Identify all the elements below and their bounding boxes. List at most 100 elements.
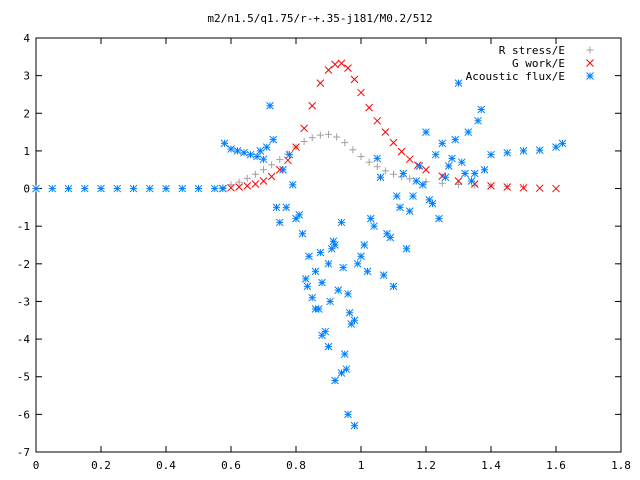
data-point: [444, 162, 453, 170]
data-point: [376, 173, 385, 182]
y-tick-label: 2: [23, 107, 30, 120]
data-point: [97, 184, 105, 193]
plot-area-frame: [35, 37, 622, 453]
data-point: [467, 177, 476, 185]
data-point: [406, 175, 414, 183]
data-point: [464, 128, 473, 136]
data-point: [337, 218, 346, 227]
data-point: [275, 218, 284, 227]
x-tick-label: 1.4: [481, 459, 501, 472]
data-point: [301, 275, 310, 283]
data-point: [349, 146, 357, 154]
data-point: [194, 184, 203, 193]
data-point: [269, 135, 278, 144]
data-point: [535, 146, 544, 155]
y-tick-label: -3: [17, 295, 30, 308]
data-point: [342, 365, 351, 374]
data-point: [390, 170, 397, 178]
data-point: [357, 88, 365, 97]
data-point: [279, 165, 287, 174]
data-point: [353, 259, 362, 268]
data-point: [233, 147, 242, 155]
data-point: [415, 162, 424, 170]
data-point: [178, 184, 187, 193]
data-point: [422, 165, 430, 174]
data-point: [373, 116, 382, 125]
data-point: [396, 203, 404, 212]
data-point: [259, 155, 268, 164]
data-point: [32, 184, 40, 193]
y-tick-label: -6: [17, 408, 30, 421]
data-point: [48, 184, 57, 193]
data-point: [503, 148, 512, 157]
data-point: [347, 320, 356, 328]
data-point: [389, 282, 398, 291]
data-point: [113, 184, 122, 193]
y-tick-label: 4: [23, 32, 30, 45]
data-point: [227, 183, 235, 192]
data-point: [457, 158, 466, 167]
data-point: [448, 154, 456, 163]
data-point: [418, 180, 427, 189]
data-point: [480, 165, 489, 174]
x-tick-label: 0.6: [221, 459, 241, 472]
data-point: [363, 267, 372, 276]
y-tick-label: -4: [17, 333, 31, 346]
data-point: [344, 410, 352, 419]
y-tick-label: 3: [23, 70, 30, 83]
data-point: [438, 139, 447, 148]
data-point: [292, 143, 300, 151]
data-point: [365, 158, 373, 166]
data-point: [288, 180, 297, 189]
x-tick-label: 0.2: [91, 459, 111, 472]
series-g-work-e: [219, 59, 560, 193]
data-point: [454, 79, 463, 88]
data-point: [558, 139, 567, 148]
data-point: [337, 369, 346, 377]
series-layer: [32, 59, 567, 430]
data-point: [303, 282, 312, 291]
data-point: [360, 241, 369, 249]
data-point: [243, 182, 252, 190]
series-acoustic-flux-e: [32, 79, 567, 430]
x-tick-label: 1.8: [611, 459, 631, 472]
data-point: [422, 128, 430, 136]
data-point: [389, 138, 398, 147]
data-point: [251, 180, 260, 188]
data-point: [405, 207, 414, 215]
data-point: [325, 130, 332, 138]
data-point: [300, 124, 308, 133]
legend-marker: [586, 59, 594, 67]
data-point: [366, 214, 375, 223]
x-tick-label: 1.2: [416, 459, 436, 472]
data-point: [373, 163, 381, 171]
data-point: [324, 342, 333, 351]
data-point: [316, 131, 324, 139]
data-point: [552, 184, 560, 193]
data-point: [350, 316, 359, 325]
data-point: [260, 166, 267, 174]
data-point: [535, 184, 544, 193]
data-point: [308, 101, 317, 110]
data-point: [262, 143, 271, 151]
data-point: [267, 172, 276, 181]
x-axis: 0 0.2 0.4 0.6 0.8 1 1.2 1.4 1.6 1.8: [33, 38, 631, 472]
x-tick-label: 1.6: [546, 459, 566, 472]
x-tick-label: 0: [33, 459, 40, 472]
y-tick-label: -1: [17, 220, 30, 233]
data-point: [455, 180, 462, 188]
data-point: [311, 305, 320, 313]
data-point: [392, 192, 401, 200]
legend-label: R stress/E: [499, 44, 565, 57]
data-point: [334, 286, 343, 295]
data-point: [435, 214, 443, 223]
data-point: [409, 192, 417, 200]
data-point: [235, 183, 243, 191]
legend-label: Acoustic flux/E: [466, 70, 565, 83]
x-tick-label: 0.8: [286, 459, 306, 472]
data-point: [552, 143, 560, 151]
data-point: [272, 203, 281, 212]
data-point: [340, 350, 349, 358]
y-tick-label: -7: [17, 446, 30, 459]
